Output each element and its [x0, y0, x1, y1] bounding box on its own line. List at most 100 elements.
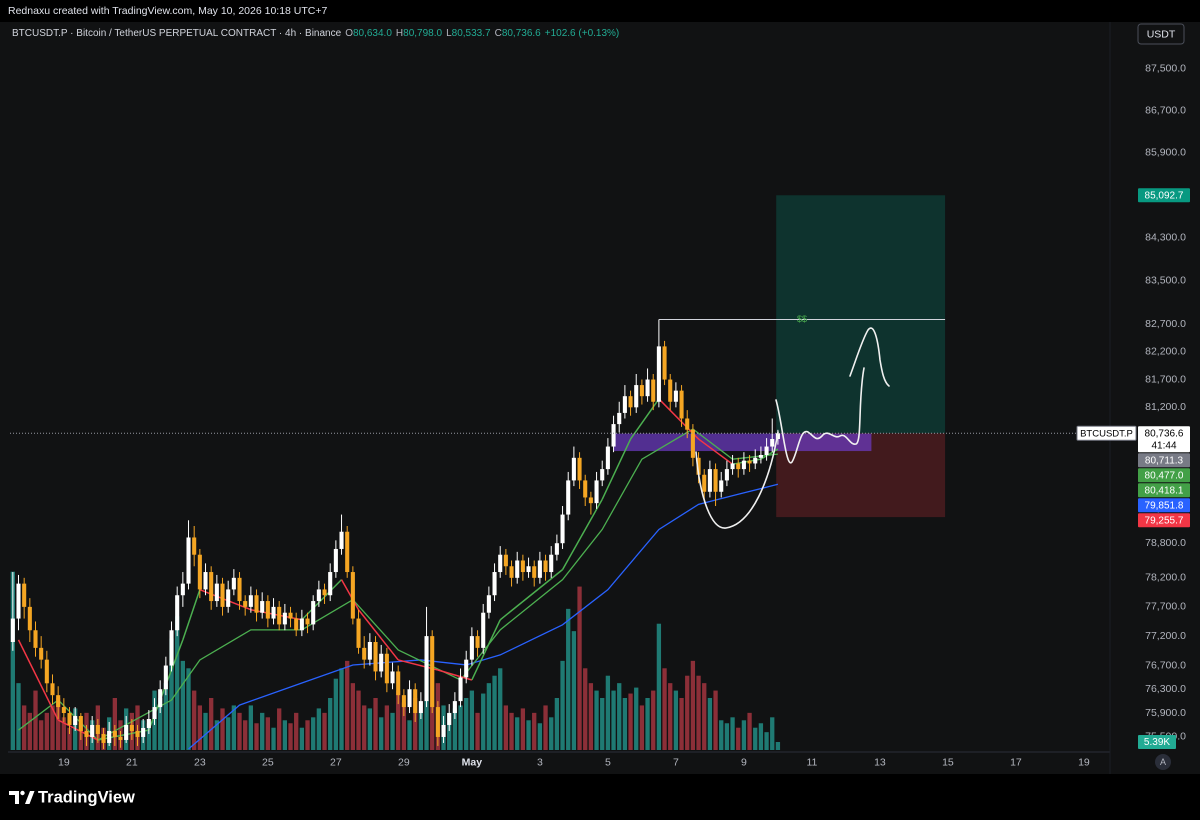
hand-drawing [695, 327, 890, 529]
indicator-segment [561, 498, 603, 570]
candle-body [112, 730, 117, 737]
volume-bar [605, 675, 611, 750]
candle-body [617, 412, 622, 425]
auto-scale-label[interactable]: A [1160, 757, 1166, 767]
currency-box[interactable] [1137, 23, 1185, 45]
indicator-segment [199, 588, 252, 611]
volume-bar [379, 717, 384, 750]
volume-bar [396, 690, 401, 750]
volume-bar [390, 712, 395, 750]
candle-body [719, 480, 724, 492]
candle-body [345, 531, 350, 573]
candle-body [186, 537, 191, 584]
volume-bar [594, 690, 599, 750]
x-tick-label: 23 [194, 756, 206, 768]
volume-bar [339, 668, 344, 750]
candle-body [305, 618, 310, 625]
volume-bar [503, 705, 509, 750]
x-tick-label: 27 [330, 756, 342, 768]
volume-bar [583, 668, 588, 750]
candle-body [271, 606, 276, 619]
volume-bar [656, 623, 662, 750]
currency[interactable]: USDT [1147, 28, 1176, 40]
volume-bar [260, 712, 265, 750]
volume-bar [464, 698, 469, 750]
volume-bar [169, 638, 174, 750]
volume-bar [628, 693, 633, 750]
volume-bar [639, 705, 645, 750]
candle-body [407, 689, 412, 708]
candle-body [254, 595, 259, 613]
indicator-line [188, 483, 779, 750]
candle-body [707, 469, 712, 492]
volume-bar [537, 723, 543, 750]
candle-body [95, 724, 100, 734]
volume-bar [192, 690, 197, 750]
candle-body [435, 707, 440, 737]
indicator-segment [301, 579, 343, 621]
y-tick-label: 83,500.0 [1145, 275, 1186, 287]
candle-body [662, 346, 667, 380]
volume-bar [214, 720, 220, 750]
candle-body [503, 554, 508, 567]
candle-body [373, 641, 378, 672]
candle-body [265, 601, 270, 619]
candle-body [299, 618, 304, 631]
volume-bar [362, 705, 367, 750]
candle-body [90, 724, 95, 737]
candle-body [413, 689, 418, 714]
candle-body [583, 480, 588, 498]
volume-bar [407, 720, 412, 750]
volume-bar [532, 712, 537, 750]
volume-bar [33, 690, 38, 750]
volume-bar [668, 683, 673, 750]
volume-bar [243, 720, 248, 750]
symbol-tag: BTCUSDT.P [1080, 428, 1133, 439]
volume-bar [634, 687, 639, 750]
candle-body [690, 429, 695, 458]
chart-title: BTCUSDT.P · Bitcoin / TetherUS PERPETUAL… [12, 28, 619, 39]
price-tag: 80,736.6 [1145, 428, 1184, 439]
price-tag: 80,711.3 [1145, 455, 1184, 466]
symbol-tag-box [1076, 425, 1137, 441]
candle-body [424, 636, 429, 702]
candle-body [622, 396, 627, 413]
candle-body [464, 659, 469, 678]
y-tick-label: 78,200.0 [1145, 572, 1186, 584]
volume-tag-box [1138, 734, 1176, 749]
candle-body [192, 537, 197, 555]
auto-scale-button[interactable] [1155, 754, 1171, 770]
x-tick-label: 13 [874, 756, 886, 768]
x-tick-label: 15 [942, 756, 954, 768]
volume-bar [333, 678, 339, 750]
x-tick-label: 11 [806, 756, 817, 768]
y-tick-label: 85,900.0 [1145, 146, 1186, 158]
x-tick-label: 29 [398, 756, 410, 768]
candle-body [16, 583, 21, 619]
x-tick-label: 19 [1078, 756, 1090, 768]
y-tick-label: 77,700.0 [1145, 601, 1186, 613]
volume-bar [775, 741, 781, 750]
candle-body [220, 583, 225, 607]
price-tag: 80,477.0 [1145, 470, 1184, 481]
volume-bar [367, 708, 373, 750]
candle-body [118, 736, 123, 740]
volume-bar [248, 705, 254, 750]
volume-bar [509, 712, 514, 750]
candle-body [537, 560, 542, 578]
y-tick-label: 82,200.0 [1145, 346, 1186, 358]
legend-key: C [495, 28, 502, 39]
y-tick-label: 76,700.0 [1145, 659, 1186, 671]
brand-logo [9, 790, 35, 804]
volume-bar [282, 720, 288, 750]
indicator-segment [17, 639, 59, 721]
candle-body [526, 566, 531, 573]
candle-body [469, 636, 474, 660]
volume-bar [254, 723, 259, 750]
candle-body [747, 460, 752, 464]
volume-bar [373, 698, 378, 750]
indicator-segment [629, 398, 660, 440]
legend-value: 80,736.6 [502, 28, 541, 39]
volume-bar [288, 723, 293, 750]
